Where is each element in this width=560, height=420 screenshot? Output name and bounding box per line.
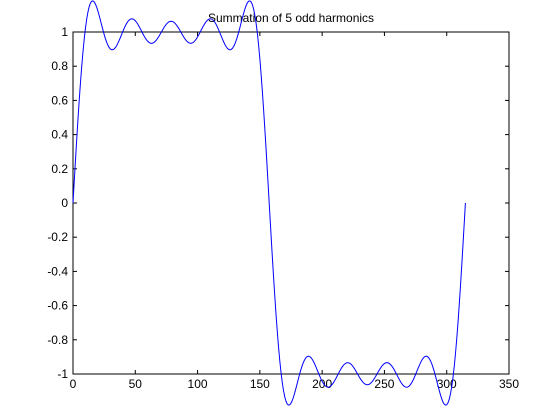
series-group	[72, 0, 466, 406]
x-tick-label: 350	[499, 377, 519, 391]
x-tick-label: 0	[70, 377, 77, 391]
y-tick-label: 1	[61, 25, 68, 39]
x-tick-label: 200	[312, 377, 332, 391]
x-tick-label: 250	[374, 377, 394, 391]
y-tick-label: -1	[57, 367, 68, 381]
x-tick-label: 50	[129, 377, 143, 391]
plot-area-frame	[72, 31, 510, 375]
y-axis: -1 -0.8 -0.6 -0.4 -0.2 0 0.2 0.4 0.6 0.8 1	[47, 25, 509, 381]
y-tick-label: 0.4	[51, 128, 68, 142]
y-tick-label: -0.2	[47, 230, 68, 244]
y-tick-label: 0.8	[51, 59, 68, 73]
y-tick-label: -0.6	[47, 299, 68, 313]
y-tick-label: -0.4	[47, 264, 68, 278]
chart-title: Summation of 5 odd harmonics	[208, 11, 374, 25]
y-tick-label: -0.8	[47, 333, 68, 347]
series-line	[72, 0, 466, 406]
x-tick-label: 300	[437, 377, 457, 391]
y-tick-label: 0.2	[51, 162, 68, 176]
x-tick-label: 150	[250, 377, 270, 391]
y-tick-label: 0.6	[51, 93, 68, 107]
x-axis: 0 50 100 150 200 250 300 350	[70, 32, 519, 391]
x-tick-label: 100	[188, 377, 208, 391]
y-tick-label: 0	[61, 196, 68, 210]
